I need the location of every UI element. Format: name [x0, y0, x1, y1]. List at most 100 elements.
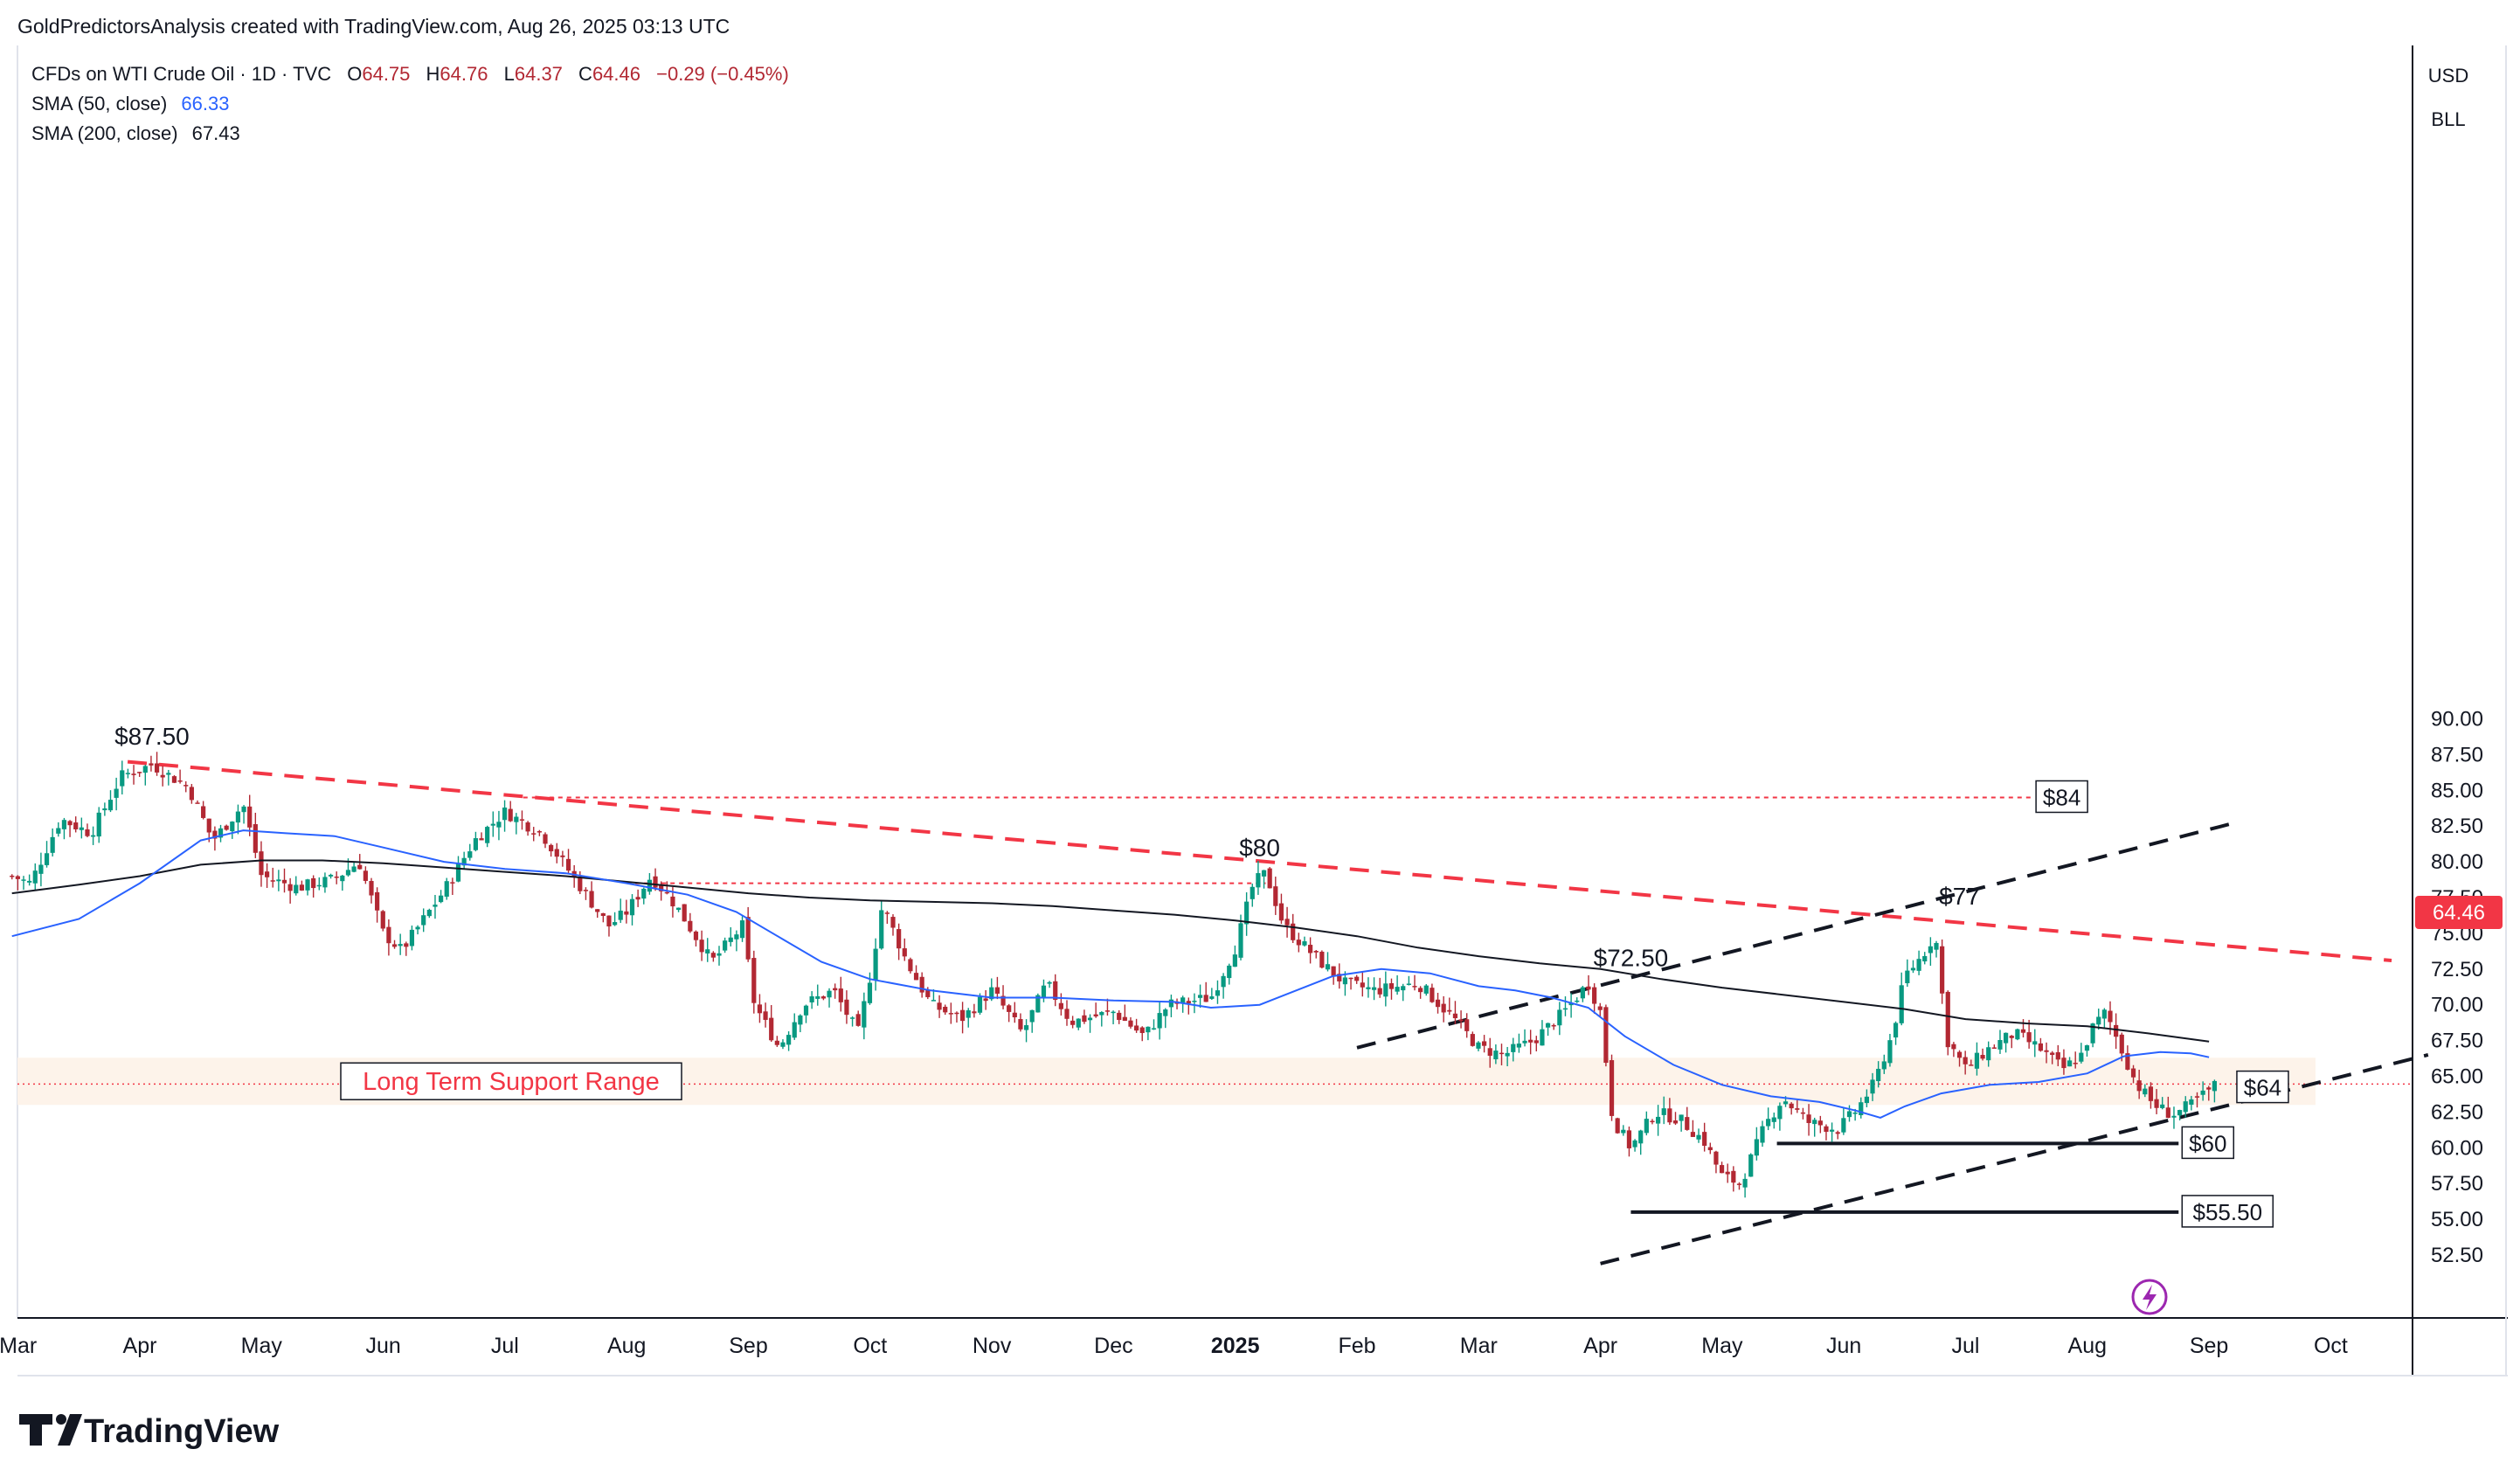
candle [1991, 1044, 1997, 1049]
candle [1388, 978, 1395, 1000]
candle-body [253, 824, 258, 853]
candle-body [1632, 1140, 1637, 1148]
candle-body [1302, 941, 1307, 946]
candle [369, 877, 374, 904]
candle-body [1023, 1025, 1029, 1030]
time-tick-label: Aug [607, 1334, 646, 1358]
candle-body [1951, 1044, 1956, 1050]
candle [2189, 1095, 2194, 1111]
candle [1401, 983, 1406, 1002]
candle-body [102, 808, 107, 811]
candle-body [363, 870, 368, 881]
candle-body [21, 879, 26, 881]
candle [351, 861, 357, 873]
candle-body [171, 776, 177, 783]
candle [270, 867, 275, 888]
candle-body [1533, 1040, 1539, 1044]
candle [1134, 1018, 1139, 1033]
candle-body [2101, 1009, 2107, 1019]
candle [1766, 1107, 1771, 1131]
candle-body [519, 819, 525, 821]
candle [299, 880, 305, 891]
candle-body [919, 976, 924, 993]
candle-body [780, 1042, 786, 1047]
candle-body [1562, 1008, 1568, 1010]
candle [1139, 1026, 1145, 1042]
candle [1348, 977, 1353, 990]
time-tick-label: Sep [2190, 1334, 2228, 1358]
candle [102, 802, 107, 816]
lightning-icon[interactable] [2131, 1279, 2168, 1315]
candle [1209, 988, 1215, 1001]
candle-body [1168, 999, 1174, 1008]
candle [177, 769, 183, 784]
candle [1168, 995, 1174, 1017]
candle-body [1986, 1047, 1991, 1061]
candle-body [1099, 1011, 1104, 1016]
candle-body [2119, 1034, 2124, 1054]
candle [1423, 984, 1429, 996]
candle [467, 843, 473, 861]
candle [699, 930, 704, 961]
candle [1464, 1013, 1470, 1038]
candle-body [96, 812, 101, 837]
candle-body [357, 864, 363, 870]
candle [2084, 1044, 2090, 1057]
unit-label[interactable]: BLL [2431, 108, 2465, 130]
candle-body [670, 896, 675, 907]
candle [1551, 1023, 1556, 1030]
candle [1180, 995, 1186, 1013]
candle [1186, 997, 1191, 1015]
candle [1545, 1023, 1551, 1037]
currency-label[interactable]: USD [2428, 65, 2468, 87]
candle [61, 817, 67, 840]
candle-body [948, 1013, 953, 1015]
candle-body [340, 875, 345, 882]
candle-body [838, 988, 843, 1002]
candle-body [44, 853, 50, 865]
candle [786, 1031, 792, 1051]
candle [1800, 1107, 1806, 1120]
candle-body [1511, 1044, 1516, 1052]
legend-sma50[interactable]: SMA (50, close) 66.33 [31, 93, 229, 114]
candle [166, 769, 171, 786]
candle-body [1899, 985, 1904, 1023]
candle-body [1360, 982, 1365, 988]
candle-body [391, 944, 398, 947]
candle [723, 937, 728, 953]
time-tick-label: 2025 [1211, 1334, 1260, 1358]
candle-body [1418, 988, 1423, 993]
candle [490, 811, 495, 837]
candle-body [653, 876, 658, 888]
candle-body [2154, 1099, 2159, 1108]
candle [1203, 981, 1208, 1002]
candle-body [937, 1002, 942, 1010]
candle-body [833, 988, 838, 991]
candle [943, 1004, 948, 1016]
candle [757, 994, 763, 1023]
candle [2009, 1035, 2014, 1049]
candle-body [455, 863, 461, 882]
candle-body [769, 1017, 774, 1041]
candle-body [1197, 995, 1203, 998]
candle-body [1163, 1009, 1168, 1016]
candle [937, 995, 942, 1018]
candle-body [2096, 1016, 2101, 1025]
candle-body [1846, 1111, 1852, 1118]
candle-body [1053, 981, 1058, 1001]
candle [27, 874, 32, 886]
candle [2160, 1097, 2165, 1110]
candle-body [1487, 1048, 1492, 1056]
candle-body [1638, 1130, 1644, 1144]
legend-sma200[interactable]: SMA (200, close) 67.43 [31, 122, 240, 144]
candle-body [2055, 1051, 2060, 1060]
candle [1667, 1098, 1672, 1126]
candle-body [890, 917, 896, 928]
candle [1146, 1026, 1151, 1041]
candle [641, 887, 647, 905]
candle [253, 812, 258, 858]
candle-body [2061, 1057, 2067, 1069]
candle [32, 863, 38, 890]
candle-body [316, 884, 322, 887]
